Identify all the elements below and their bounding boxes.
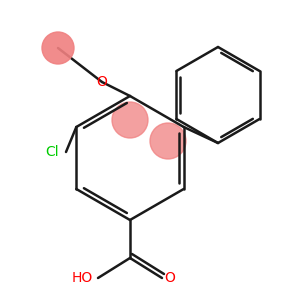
Text: O: O: [165, 271, 176, 285]
Text: O: O: [97, 75, 107, 89]
Circle shape: [42, 32, 74, 64]
Text: Cl: Cl: [45, 145, 59, 159]
Text: HO: HO: [71, 271, 93, 285]
Circle shape: [150, 123, 186, 159]
Circle shape: [112, 102, 148, 138]
